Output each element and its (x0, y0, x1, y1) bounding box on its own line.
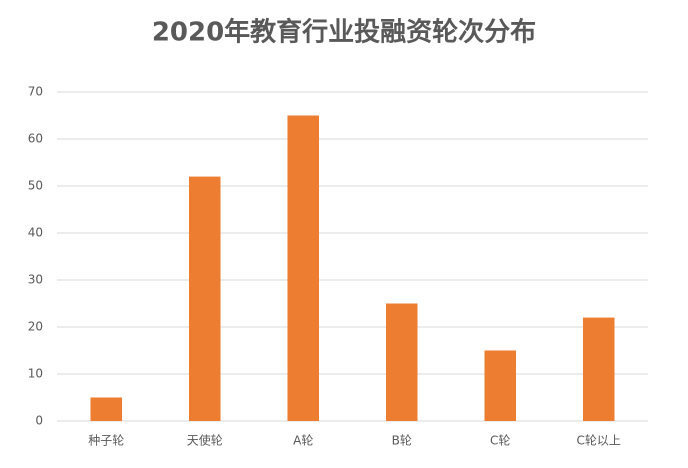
x-tick-label: A轮 (293, 434, 313, 448)
bar (287, 115, 320, 421)
bar (385, 303, 418, 421)
bar (484, 350, 517, 421)
bar (90, 397, 123, 421)
y-tick-label: 30 (28, 273, 43, 287)
y-tick-label: 50 (28, 179, 43, 193)
y-tick-label: 20 (28, 320, 43, 334)
x-tick-label: C轮以上 (577, 434, 621, 448)
x-tick-label: 种子轮 (88, 434, 124, 448)
y-tick-label: 10 (28, 367, 43, 381)
x-tick-label: 天使轮 (187, 433, 223, 448)
y-tick-label: 40 (28, 226, 43, 240)
x-tick-label: C轮 (490, 434, 510, 448)
x-tick-label: B轮 (392, 434, 412, 448)
y-tick-label: 0 (35, 414, 43, 428)
y-tick-label: 60 (28, 132, 43, 146)
bar (188, 176, 221, 421)
chart-title: 2020年教育行业投融资轮次分布 (152, 17, 536, 48)
bar (582, 317, 615, 421)
y-tick-label: 70 (28, 85, 43, 99)
